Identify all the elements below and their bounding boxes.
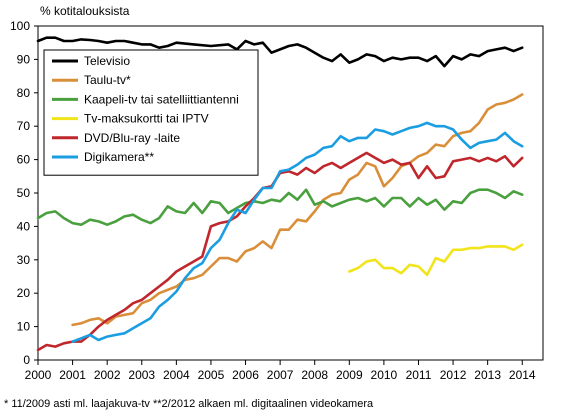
x-tick-label: 2004 [163, 368, 190, 382]
y-axis-label: % kotitalouksista [40, 4, 130, 18]
y-tick-label: 100 [10, 19, 30, 33]
x-tick-label: 2005 [198, 368, 225, 382]
y-tick-label: 90 [17, 52, 31, 66]
y-tick-label: 10 [17, 320, 31, 334]
legend-entry: DVD/Blu-ray -laite [84, 131, 180, 145]
y-tick-label: 20 [17, 286, 31, 300]
x-tick-label: 2012 [440, 368, 467, 382]
y-tick-label: 0 [23, 353, 30, 367]
y-tick-label: 30 [17, 253, 31, 267]
y-tick-label: 60 [17, 153, 31, 167]
x-tick-label: 2014 [509, 368, 536, 382]
legend-entry: Tv-maksukortti tai IPTV [84, 112, 209, 126]
x-tick-label: 2000 [25, 368, 52, 382]
legend-entry: Kaapeli-tv tai satelliittiantenni [84, 92, 239, 106]
series-line [71, 93, 524, 327]
x-tick-label: 2008 [301, 368, 328, 382]
legend-entry: Taulu-tv* [84, 73, 131, 87]
series-line [36, 36, 524, 68]
series-line [71, 121, 524, 343]
x-tick-label: 2007 [267, 368, 294, 382]
series-lines [36, 36, 524, 352]
x-tick-label: 2010 [371, 368, 398, 382]
y-tick-label: 50 [17, 186, 31, 200]
series-line [36, 188, 524, 226]
y-tick-label: 40 [17, 219, 31, 233]
x-tick-label: 2002 [94, 368, 121, 382]
x-tick-label: 2001 [59, 368, 86, 382]
y-tick-label: 70 [17, 119, 31, 133]
x-tick-label: 2006 [232, 368, 259, 382]
legend-entry: Televisio [84, 54, 130, 68]
x-tick-label: 2013 [474, 368, 501, 382]
legend-box [43, 49, 259, 176]
axes: 0 10 20 30 40 50 60 70 80 90 100 2000 2001 2002 2003 20… [10, 19, 544, 382]
series-line [347, 243, 524, 277]
x-tick-label: 2009 [336, 368, 363, 382]
legend-entry: Digikamera** [84, 150, 154, 164]
x-tick-label: 2003 [128, 368, 155, 382]
legend: Televisio Taulu-tv* Kaapeli-tv tai satelli… [43, 49, 259, 176]
footnote: * 11/2009 asti ml. laajakuva-tv **2/2012… [4, 398, 374, 410]
x-tick-label: 2011 [406, 368, 432, 382]
y-tick-label: 80 [17, 86, 31, 100]
